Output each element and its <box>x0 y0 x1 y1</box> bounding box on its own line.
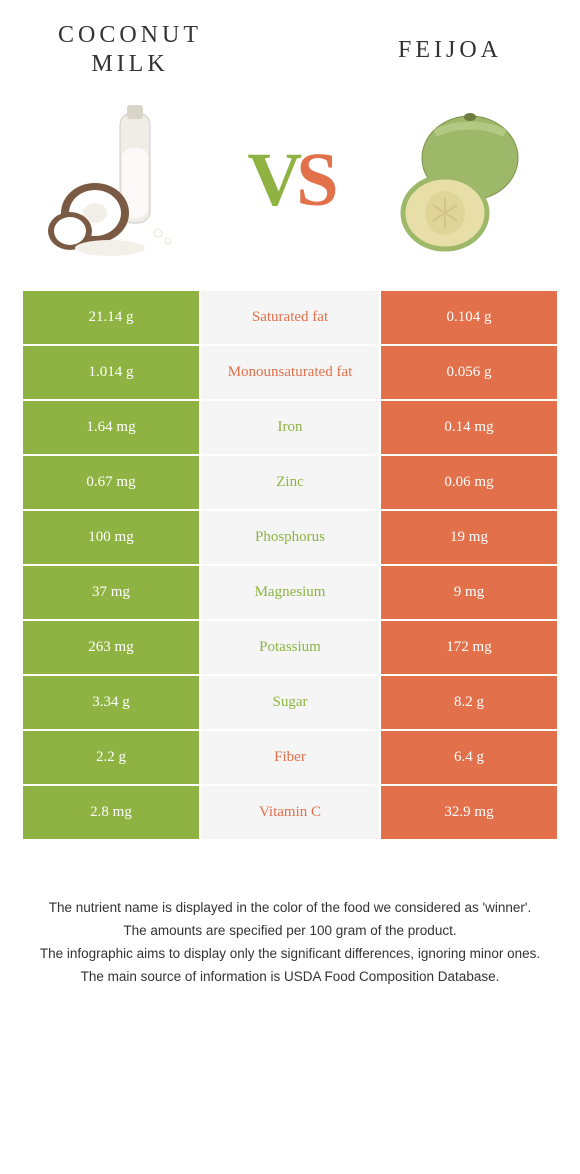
vs-label: VS <box>247 137 332 224</box>
table-row: 0.67 mgZinc0.06 mg <box>22 455 558 510</box>
nutrient-label-cell: Fiber <box>200 730 380 785</box>
vs-s: S <box>296 138 332 222</box>
left-value-cell: 2.8 mg <box>22 785 200 840</box>
right-value-cell: 0.056 g <box>380 345 558 400</box>
header: COCONUT MILK FEIJOA <box>0 0 580 90</box>
left-value-cell: 1.64 mg <box>22 400 200 455</box>
table-row: 263 mgPotassium172 mg <box>22 620 558 675</box>
footer-line-4: The main source of information is USDA F… <box>28 967 552 988</box>
right-value-cell: 9 mg <box>380 565 558 620</box>
nutrient-label-cell: Sugar <box>200 675 380 730</box>
feijoa-icon <box>375 103 540 258</box>
left-value-cell: 263 mg <box>22 620 200 675</box>
left-value-cell: 21.14 g <box>22 290 200 345</box>
coconut-milk-icon <box>40 103 205 258</box>
left-value-cell: 1.014 g <box>22 345 200 400</box>
left-title-line2: MILK <box>40 50 220 79</box>
nutrient-label-cell: Vitamin C <box>200 785 380 840</box>
table-row: 21.14 gSaturated fat0.104 g <box>22 290 558 345</box>
footer-line-2: The amounts are specified per 100 gram o… <box>28 921 552 942</box>
nutrient-label-cell: Magnesium <box>200 565 380 620</box>
vs-v: V <box>247 138 296 222</box>
table-row: 3.34 gSugar8.2 g <box>22 675 558 730</box>
right-value-cell: 0.14 mg <box>380 400 558 455</box>
table-row: 1.64 mgIron0.14 mg <box>22 400 558 455</box>
footer-notes: The nutrient name is displayed in the co… <box>0 840 580 988</box>
left-title-line1: COCONUT <box>40 21 220 50</box>
nutrient-label-cell: Phosphorus <box>200 510 380 565</box>
nutrient-label-cell: Zinc <box>200 455 380 510</box>
footer-line-1: The nutrient name is displayed in the co… <box>28 898 552 919</box>
left-food-title: COCONUT MILK <box>40 21 220 79</box>
nutrient-label-cell: Saturated fat <box>200 290 380 345</box>
nutrient-label-cell: Iron <box>200 400 380 455</box>
footer-line-3: The infographic aims to display only the… <box>28 944 552 965</box>
left-value-cell: 100 mg <box>22 510 200 565</box>
left-value-cell: 37 mg <box>22 565 200 620</box>
left-value-cell: 3.34 g <box>22 675 200 730</box>
right-value-cell: 172 mg <box>380 620 558 675</box>
right-food-title: FEIJOA <box>360 37 540 64</box>
right-value-cell: 8.2 g <box>380 675 558 730</box>
right-value-cell: 0.104 g <box>380 290 558 345</box>
right-value-cell: 6.4 g <box>380 730 558 785</box>
right-value-cell: 19 mg <box>380 510 558 565</box>
table-row: 37 mgMagnesium9 mg <box>22 565 558 620</box>
images-row: VS <box>0 90 580 290</box>
nutrient-label-cell: Monounsaturated fat <box>200 345 380 400</box>
table-row: 2.8 mgVitamin C32.9 mg <box>22 785 558 840</box>
comparison-table: 21.14 gSaturated fat0.104 g1.014 gMonoun… <box>22 290 558 840</box>
nutrient-label-cell: Potassium <box>200 620 380 675</box>
table-row: 1.014 gMonounsaturated fat0.056 g <box>22 345 558 400</box>
right-value-cell: 0.06 mg <box>380 455 558 510</box>
table-row: 2.2 gFiber6.4 g <box>22 730 558 785</box>
left-value-cell: 2.2 g <box>22 730 200 785</box>
right-value-cell: 32.9 mg <box>380 785 558 840</box>
table-row: 100 mgPhosphorus19 mg <box>22 510 558 565</box>
left-value-cell: 0.67 mg <box>22 455 200 510</box>
